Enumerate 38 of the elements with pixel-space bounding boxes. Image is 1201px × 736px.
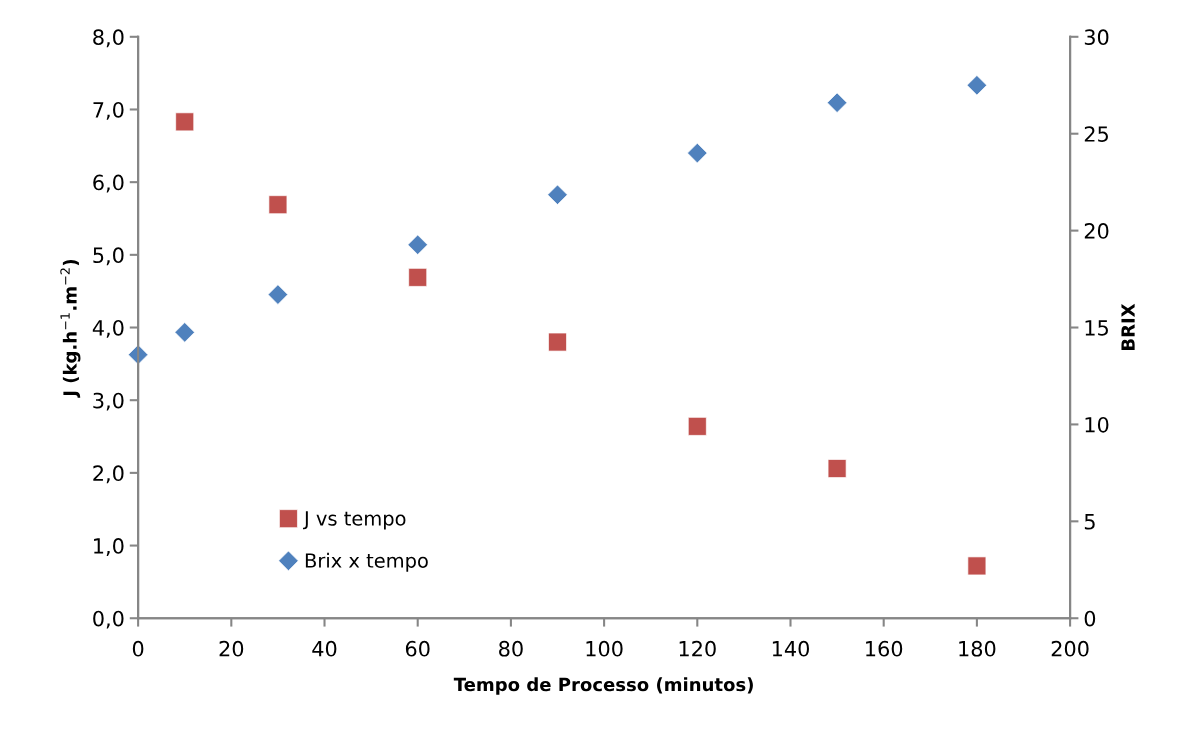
x-tick-label: 80 — [499, 640, 523, 657]
point — [826, 92, 848, 113]
x-tick-label: 140 — [772, 640, 809, 657]
x-tick-label: 180 — [959, 640, 996, 657]
point — [687, 142, 708, 164]
y2-tick-label: 10 — [1085, 416, 1109, 433]
y-tick-label: 6,0 — [93, 174, 124, 193]
point — [687, 416, 707, 436]
x-tick-label: 120 — [679, 640, 716, 657]
y-tick-label: 1,0 — [94, 538, 124, 556]
y-tick-label: 8,0 — [93, 29, 124, 48]
y-tick-label: 2,0 — [93, 465, 124, 484]
y-tick-label: 5,0 — [93, 247, 124, 266]
y-tick-label: 4,0 — [92, 319, 124, 338]
y-tick-label: 3,0 — [93, 392, 124, 411]
y2-tick-label: 0 — [1084, 610, 1096, 627]
y2-axis-title: BRIX — [1121, 303, 1135, 351]
x-axis-title: Tempo de Processo (minutos) — [453, 677, 753, 695]
x-tick-label: 200 — [1051, 640, 1089, 657]
x-tick-label: 0 — [132, 640, 144, 657]
x-tick-label: 20 — [219, 640, 244, 657]
x-tick-label: 160 — [866, 640, 903, 657]
x-tick-label: 60 — [405, 640, 430, 657]
y2-tick-label: 5 — [1084, 514, 1095, 530]
y-tick-label: 7,0 — [93, 101, 124, 120]
legend-label: Brix x tempo — [305, 552, 428, 572]
x-tick-label: 40 — [312, 640, 337, 657]
y2-tick-label: 20 — [1084, 223, 1109, 239]
y2-tick-label: 30 — [1084, 29, 1109, 46]
y2-tick-label: 25 — [1084, 126, 1108, 142]
point — [967, 556, 987, 576]
y-tick-label: 0,0 — [93, 610, 124, 629]
y-axis-title: J (kg.h$^{−1}$.m$^{−2}$) — [60, 259, 81, 398]
point — [408, 267, 428, 287]
point — [827, 459, 847, 478]
y2-tick-label: 15 — [1085, 320, 1108, 336]
legend-label: J vs tempo — [302, 511, 406, 530]
x-tick-label: 100 — [586, 640, 623, 657]
